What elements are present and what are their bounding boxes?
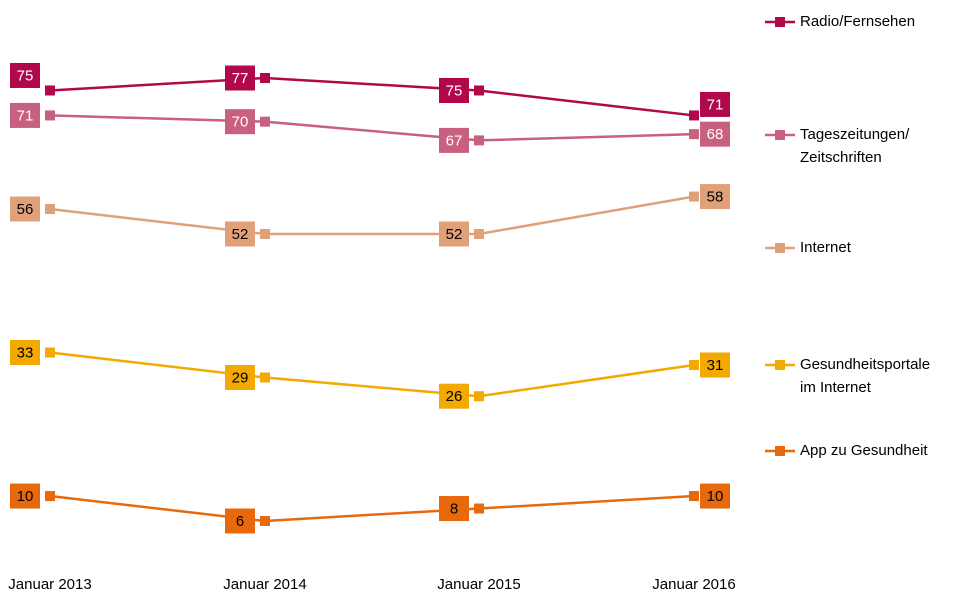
point-marker (260, 73, 270, 83)
value-label-box (225, 508, 255, 534)
legend-label: Tageszeitungen/ Zeitschriften (800, 126, 910, 166)
legend-marker (775, 17, 785, 27)
point-marker (260, 116, 270, 127)
point-marker (260, 516, 270, 526)
point-marker (45, 110, 55, 121)
legend-label: Radio/Fernsehen (800, 13, 916, 30)
value-label: 75 (446, 82, 463, 99)
value-label: 67 (446, 132, 463, 149)
point-marker (689, 110, 699, 121)
legend-label: Gesundheitsportale im Internet (800, 356, 931, 396)
legend-label: App zu Gesundheit (800, 442, 928, 459)
value-label-box (439, 383, 469, 409)
series-line (49, 351, 695, 398)
value-label: 6 (236, 513, 244, 530)
legend-marker (775, 446, 785, 456)
point-marker (474, 228, 484, 239)
value-label: 56 (17, 201, 34, 218)
value-label-box (700, 352, 730, 378)
series-line (49, 494, 695, 523)
point-marker (45, 347, 55, 358)
point-marker (689, 191, 699, 202)
point-marker (474, 85, 484, 96)
value-label-box (225, 65, 255, 91)
x-tick-label: Januar 2014 (223, 576, 306, 593)
point-marker (689, 360, 699, 371)
value-label: 58 (707, 189, 724, 206)
point-marker (474, 503, 484, 514)
value-label: 10 (707, 488, 724, 505)
value-label: 52 (232, 226, 249, 243)
value-label-box (225, 364, 255, 390)
value-label-box (10, 483, 40, 509)
value-label: 29 (232, 369, 249, 386)
x-tick-label: Januar 2016 (652, 576, 735, 593)
x-tick-label: Januar 2013 (8, 576, 91, 593)
value-label-box (10, 62, 40, 88)
legend-marker (775, 360, 785, 370)
legend-label: Internet (800, 239, 851, 256)
value-label: 52 (446, 226, 463, 243)
point-marker (689, 491, 699, 502)
point-marker (474, 391, 484, 402)
value-label-box (225, 109, 255, 135)
value-label-box (439, 127, 469, 153)
point-marker (689, 129, 699, 140)
value-label: 26 (446, 388, 463, 405)
value-label-box (439, 77, 469, 103)
value-label-box (439, 496, 469, 522)
value-label: 8 (450, 500, 458, 517)
value-label: 70 (232, 114, 249, 131)
value-label-box (225, 221, 255, 247)
value-label: 71 (17, 107, 34, 124)
legend-marker (775, 130, 785, 140)
value-label-box (439, 221, 469, 247)
series-line (49, 114, 695, 142)
point-marker (260, 228, 270, 239)
value-label: 75 (17, 67, 34, 84)
value-label: 68 (707, 126, 724, 143)
value-label-box (10, 340, 40, 366)
value-label-box (700, 121, 730, 147)
value-label-box (700, 91, 730, 117)
point-marker (260, 372, 270, 383)
value-label: 71 (707, 96, 724, 113)
point-marker (45, 491, 55, 502)
point-marker (474, 135, 484, 146)
value-label-box (10, 102, 40, 128)
value-label: 33 (17, 345, 34, 362)
value-label: 77 (232, 70, 249, 87)
legend-marker (775, 243, 785, 253)
value-label-box (700, 184, 730, 210)
value-label: 10 (17, 488, 34, 505)
point-marker (45, 204, 55, 215)
value-label-box (10, 196, 40, 222)
point-marker (45, 85, 55, 96)
value-label-box (700, 483, 730, 509)
x-tick-label: Januar 2015 (437, 576, 520, 593)
series-line (49, 76, 695, 117)
series-line (49, 195, 695, 236)
value-label: 31 (707, 357, 724, 374)
